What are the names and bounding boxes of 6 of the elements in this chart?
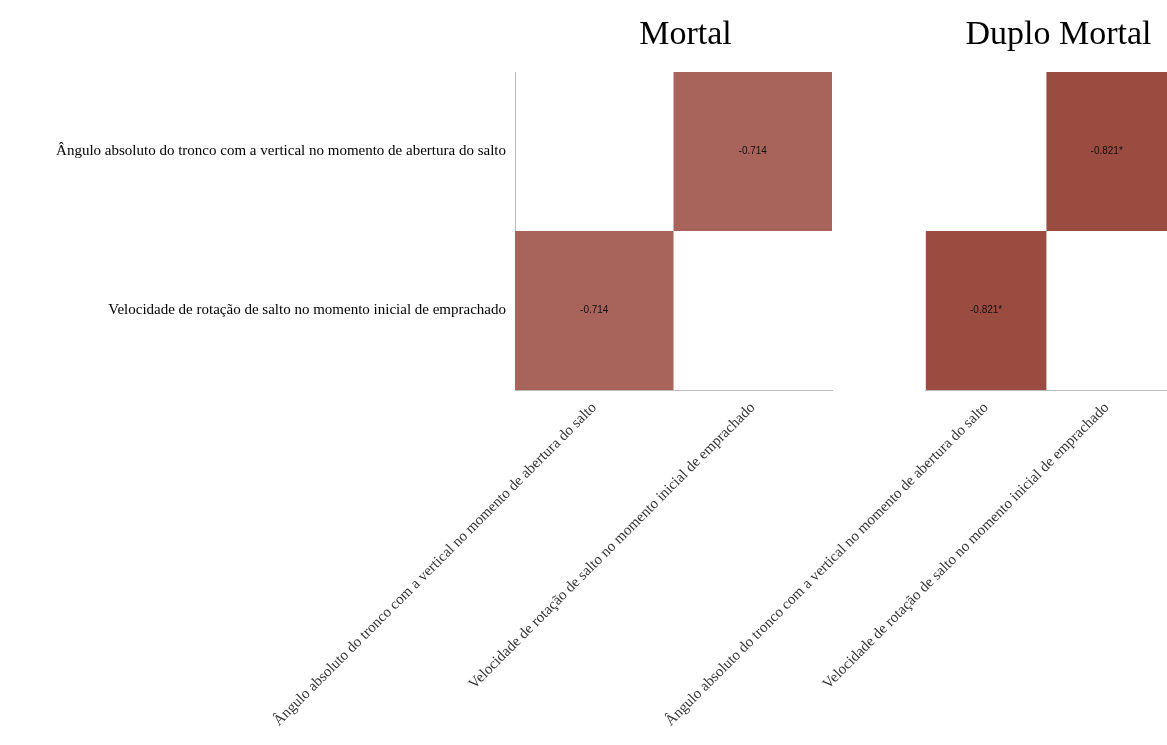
data-label: -0.821* (969, 304, 1003, 316)
data-label: -0.714 (580, 304, 609, 316)
data-label: -0.714 (738, 145, 768, 157)
chart-title: Mortal (639, 14, 732, 51)
chart-title: Duplo Mortal (965, 14, 1152, 51)
data-label: -0.821* (1090, 145, 1123, 157)
